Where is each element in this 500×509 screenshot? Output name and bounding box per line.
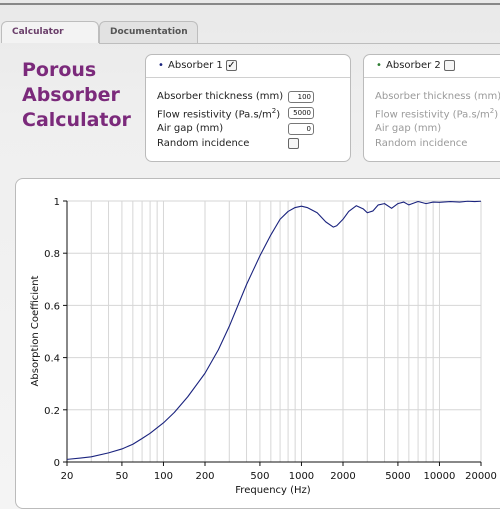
thickness-label: Absorber thickness (mm): [157, 91, 284, 102]
chart-panel: [15, 178, 500, 509]
tab-calculator[interactable]: Calculator: [1, 21, 99, 43]
absorber-2-header: • Absorber 2: [364, 55, 500, 78]
app-title: Porous Absorber Calculator: [22, 58, 142, 133]
x-tick-label: 10000: [424, 471, 456, 482]
absorber-1-enable-checkbox[interactable]: ✓: [226, 60, 237, 71]
y-tick-label: 0: [54, 458, 60, 469]
x-tick-label: 2000: [330, 471, 355, 482]
absorber-1-panel: • Absorber 1 ✓ Absorber thickness (mm) 1…: [145, 54, 351, 162]
y-tick-label: 1: [54, 197, 60, 208]
y-tick-label: 0.2: [44, 406, 60, 417]
tab-documentation[interactable]: Documentation: [99, 21, 198, 43]
chart-grid: [66, 200, 482, 463]
x-tick-label: 20: [61, 471, 74, 482]
chart-series: [66, 200, 482, 460]
y-axis-label: Absorption Coefficient: [30, 275, 41, 386]
random-incidence-label: Random incidence: [375, 138, 468, 149]
thickness-input[interactable]: 100: [288, 91, 314, 103]
random-incidence-label: Random incidence: [157, 138, 250, 149]
chart-ticks: 20 50 100 200 500 1000 2000 5000 10000 20000 0 0.2 0…: [44, 197, 497, 482]
x-tick-label: 5000: [385, 471, 410, 482]
tab-divider: [99, 43, 500, 44]
absorber-2-title: Absorber 2: [386, 60, 441, 71]
series-color-dot-icon: •: [158, 60, 164, 71]
x-tick-label: 20000: [465, 471, 497, 482]
series-color-dot-icon: •: [376, 60, 382, 71]
y-tick-label: 0.4: [44, 354, 60, 365]
series-line-absorber-1: [66, 200, 482, 460]
air-gap-label: Air gap (mm): [375, 123, 442, 134]
air-gap-input[interactable]: 0: [288, 123, 314, 135]
x-tick-label: 50: [116, 471, 129, 482]
air-gap-label: Air gap (mm): [157, 123, 224, 134]
top-rule: [0, 3, 500, 5]
y-tick-label: 0.8: [44, 249, 60, 260]
flow-resistivity-input[interactable]: 5000: [288, 107, 314, 119]
absorber-1-header: • Absorber 1 ✓: [146, 55, 350, 78]
y-tick-label: 0.6: [44, 301, 60, 312]
flow-resistivity-label: Flow resistivity (Pa.s/m2): [157, 107, 281, 121]
x-axis-label: Frequency (Hz): [235, 485, 311, 496]
app-title-line: Absorber: [22, 84, 120, 106]
app-title-line: Porous: [22, 59, 97, 81]
x-tick-label: 500: [250, 471, 269, 482]
absorber-1-title: Absorber 1: [168, 60, 223, 71]
x-tick-label: 100: [154, 471, 173, 482]
x-tick-label: 200: [195, 471, 214, 482]
chart-axes: [66, 201, 481, 463]
x-tick-label: 1000: [289, 471, 314, 482]
flow-resistivity-label: Flow resistivity (Pa.s/m2): [375, 107, 499, 121]
absorber-2-panel: • Absorber 2 Absorber thickness (mm) Flo…: [363, 54, 500, 162]
thickness-label: Absorber thickness (mm): [375, 91, 500, 102]
absorber-2-enable-checkbox[interactable]: [444, 60, 455, 71]
random-incidence-checkbox[interactable]: [288, 138, 299, 149]
app-title-line: Calculator: [22, 109, 131, 131]
